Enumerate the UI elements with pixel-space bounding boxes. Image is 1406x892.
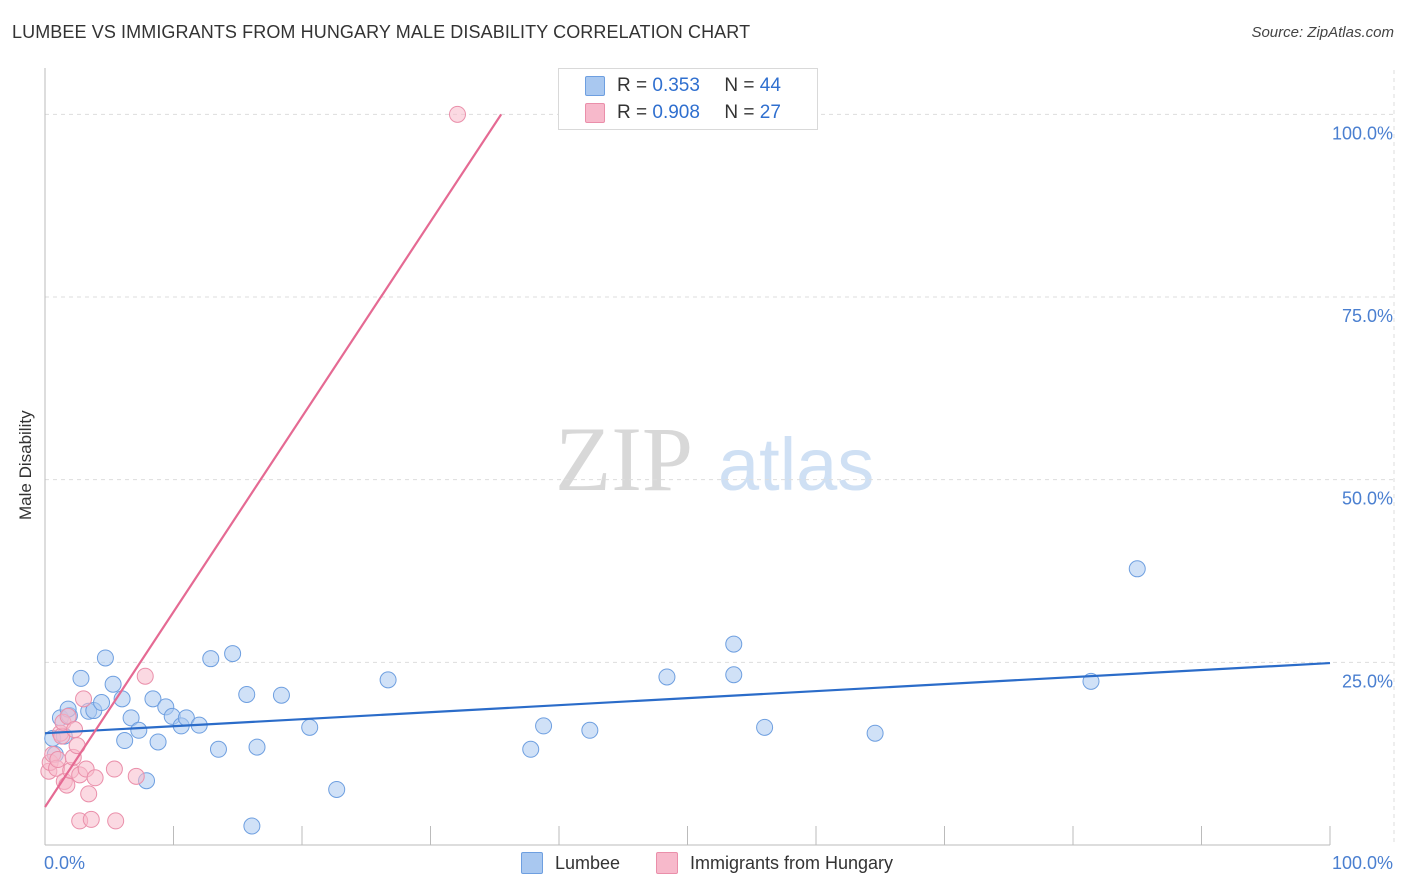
y-tick-label-3: 100.0% [1332,123,1393,143]
y-tick-label-0: 25.0% [1342,671,1393,691]
lumbee-point-36 [725,635,743,653]
lumbee-point-28 [272,686,290,704]
lumbee-point-39 [866,724,884,742]
lumbee-point-23 [209,740,227,758]
lumbee-n-value: 44 [759,75,781,96]
y-tick-label-1: 50.0% [1342,489,1393,509]
lumbee-bottom-swatch [521,852,543,874]
x-tick-label-0: 0.0% [44,853,85,873]
hungary-n-value: 27 [759,102,781,123]
hungary-legend-swatch [585,103,605,123]
hungary-point-17 [75,690,93,708]
hungary-stats-row: R = 0.908 N = 27 [617,101,781,125]
hungary-point-9 [58,776,76,794]
lumbee-point-7 [93,694,111,712]
legend-label-hungary: Immigrants from Hungary [690,852,894,873]
x-tick-label-1: 100.0% [1332,853,1393,873]
lumbee-point-12 [122,709,140,727]
stats-legend: R = 0.353 N = 44 R = 0.908 N = 27 [558,68,818,130]
hungary-point-26 [448,105,466,123]
lumbee-point-35 [658,668,676,686]
hungary-point-21 [86,769,104,787]
lumbee-point-29 [301,718,319,736]
hungary-point-25 [136,667,154,685]
lumbee-point-4 [72,669,90,687]
y-tick-label-2: 75.0% [1342,306,1393,326]
lumbee-point-41 [1128,560,1146,578]
hungary-point-24 [127,767,145,785]
lumbee-n-label: N = [724,75,755,96]
hungary-point-20 [82,810,100,828]
lumbee-point-11 [116,732,134,750]
hungary-r-label: R = [617,102,648,123]
lumbee-point-33 [535,717,553,735]
source-credit: Source: ZipAtlas.com [1251,24,1394,41]
series-legend: Lumbee Immigrants from Hungary [0,852,1406,876]
watermark-zip: ZIP [555,408,693,510]
lumbee-point-13 [130,721,148,739]
lumbee-stats-row: R = 0.353 N = 44 [617,74,781,98]
legend-label-lumbee: Lumbee [555,852,621,873]
lumbee-point-15 [144,690,162,708]
lumbee-point-22 [202,650,220,668]
lumbee-point-34 [581,721,599,739]
lumbee-point-26 [243,817,261,835]
hungary-point-19 [80,785,98,803]
lumbee-point-30 [328,780,346,798]
lumbee-point-8 [96,649,114,667]
lumbee-r-value: 0.353 [652,75,700,96]
legend-item-hungary[interactable]: Immigrants from Hungary [656,852,893,874]
y-axis-label: Male Disability [16,410,35,520]
lumbee-point-37 [725,666,743,684]
legend-item-lumbee[interactable]: Lumbee [521,852,620,874]
lumbee-r-label: R = [617,75,648,96]
lumbee-point-27 [248,738,266,756]
hungary-point-13 [66,721,84,739]
lumbee-point-32 [522,740,540,758]
hungary-point-23 [107,812,125,830]
lumbee-trendline [44,661,1331,735]
hungary-r-value: 0.908 [652,102,700,123]
lumbee-point-9 [104,675,122,693]
hungary-bottom-swatch [656,852,678,874]
hungary-trendline [44,113,503,808]
lumbee-point-24 [224,645,242,663]
chart-title: LUMBEE VS IMMIGRANTS FROM HUNGARY MALE D… [12,22,751,42]
hungary-n-label: N = [724,102,755,123]
watermark-atlas: atlas [718,423,874,506]
lumbee-point-25 [238,685,256,703]
lumbee-legend-swatch [585,76,605,96]
lumbee-point-16 [149,733,167,751]
hungary-point-4 [49,751,67,769]
hungary-point-22 [105,760,123,778]
lumbee-point-31 [379,671,397,689]
lumbee-point-38 [756,718,774,736]
